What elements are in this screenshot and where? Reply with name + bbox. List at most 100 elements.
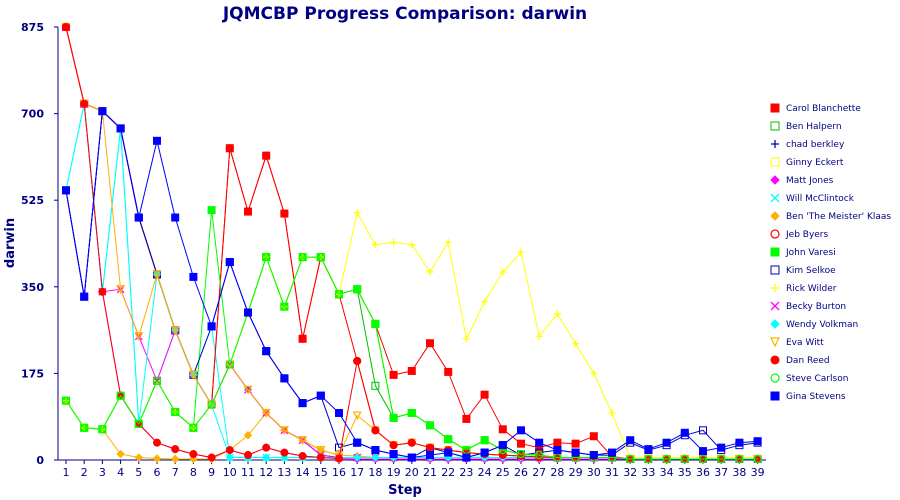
x-tick-label: 18 xyxy=(368,466,382,479)
x-tick-label: 23 xyxy=(459,466,473,479)
legend-marker xyxy=(770,121,780,131)
data-point xyxy=(335,454,343,463)
data-point xyxy=(116,391,125,400)
data-point xyxy=(170,454,180,464)
data-point xyxy=(608,409,616,417)
data-point xyxy=(335,408,343,417)
x-tick-label: 13 xyxy=(277,466,291,479)
data-point xyxy=(243,385,253,395)
legend-item: Jeb Byers xyxy=(770,229,829,240)
data-point xyxy=(244,308,252,317)
data-point xyxy=(171,445,180,454)
data-point xyxy=(535,438,544,447)
data-point xyxy=(535,332,543,340)
x-tick-label: 33 xyxy=(641,466,655,479)
data-point xyxy=(644,454,653,464)
x-tick-label: 39 xyxy=(751,466,765,479)
data-point xyxy=(662,454,671,464)
data-point xyxy=(680,428,689,437)
data-point xyxy=(371,446,380,455)
x-tick-label: 15 xyxy=(314,466,328,479)
legend-item: chad berkley xyxy=(771,140,845,150)
data-point xyxy=(462,335,470,343)
data-point xyxy=(316,446,326,455)
chart-title: JQMCBP Progress Comparison: darwin xyxy=(222,4,587,24)
data-point xyxy=(462,414,471,423)
legend-label: Ginny Eckert xyxy=(786,158,844,168)
data-point xyxy=(153,136,161,145)
data-point xyxy=(116,285,126,295)
series-kim-selkoe xyxy=(62,107,762,462)
data-point xyxy=(553,310,561,318)
x-tick-label: 20 xyxy=(405,466,419,479)
legend-marker xyxy=(770,355,780,365)
data-point xyxy=(553,438,562,447)
legend-item: Carol Blanchette xyxy=(770,103,861,114)
data-point xyxy=(462,453,471,462)
series-line xyxy=(65,103,758,460)
data-point xyxy=(153,438,161,447)
legend-marker xyxy=(771,140,779,148)
data-point xyxy=(389,441,398,450)
data-point xyxy=(207,400,216,409)
legend-marker xyxy=(770,301,780,311)
legend-label: Becky Burton xyxy=(786,302,846,312)
x-tick-label: 17 xyxy=(350,466,364,479)
data-point xyxy=(498,441,507,450)
y-axis-title: darwin xyxy=(3,218,18,268)
legend-marker xyxy=(770,265,780,275)
data-point xyxy=(371,453,380,462)
data-point xyxy=(116,449,125,459)
data-point xyxy=(188,370,198,380)
data-point xyxy=(189,272,198,281)
x-tick-label: 14 xyxy=(296,466,310,479)
data-point xyxy=(244,451,252,460)
data-point xyxy=(717,454,726,464)
y-tick-label: 700 xyxy=(21,108,44,121)
data-point xyxy=(170,326,180,336)
data-point xyxy=(735,454,744,464)
data-point xyxy=(334,290,344,299)
data-point xyxy=(316,253,325,262)
data-point xyxy=(262,253,271,262)
data-point xyxy=(407,408,416,418)
data-point xyxy=(699,426,707,435)
data-point xyxy=(353,209,361,217)
legend-item: Dan Reed xyxy=(770,355,830,366)
x-tick-label: 36 xyxy=(696,466,710,479)
x-tick-label: 27 xyxy=(532,466,546,479)
legend-marker xyxy=(770,247,780,257)
x-tick-label: 2 xyxy=(81,466,88,479)
legend-item: Ben 'The Meister' Klaas xyxy=(770,211,891,222)
data-point xyxy=(444,238,452,246)
legend-item: Will McClintock xyxy=(770,193,855,204)
legend-label: Matt Jones xyxy=(786,176,834,186)
data-point xyxy=(62,23,70,31)
legend-item: Ben Halpern xyxy=(770,121,842,132)
data-point xyxy=(207,322,216,331)
legend-label: Jeb Byers xyxy=(785,230,829,240)
legend-item: Wendy Volkman xyxy=(770,319,858,330)
data-point xyxy=(298,253,307,262)
data-point xyxy=(189,423,198,432)
data-point xyxy=(280,448,289,457)
x-tick-label: 37 xyxy=(714,466,728,479)
data-point xyxy=(371,381,380,390)
series-line xyxy=(65,255,758,460)
data-point xyxy=(480,448,489,457)
data-point xyxy=(517,248,525,256)
series-ben-the-meister-klaas xyxy=(61,396,762,464)
legend-marker xyxy=(770,211,780,221)
data-point xyxy=(426,443,434,452)
x-tick-label: 3 xyxy=(99,466,106,479)
data-point xyxy=(261,408,271,418)
legend-item: Becky Burton xyxy=(770,301,846,312)
data-point xyxy=(280,209,289,218)
legend-label: Steve Carlson xyxy=(786,374,848,384)
y-tick-label: 0 xyxy=(36,454,44,467)
x-tick-label: 7 xyxy=(172,466,179,479)
data-point xyxy=(516,449,526,459)
legend-marker xyxy=(770,337,780,348)
legend-item: Kim Selkoe xyxy=(770,265,836,276)
